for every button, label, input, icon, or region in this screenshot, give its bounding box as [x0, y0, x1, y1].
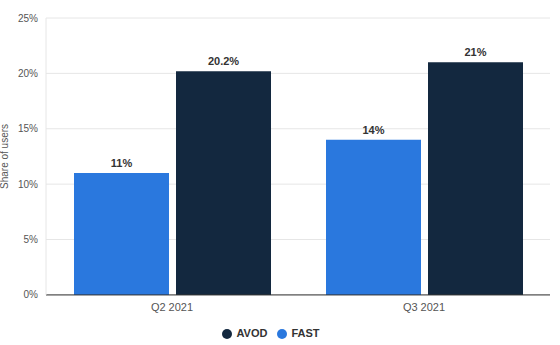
- svg-text:11%: 11%: [111, 157, 133, 169]
- svg-text:14%: 14%: [362, 124, 384, 136]
- svg-text:15%: 15%: [18, 123, 38, 134]
- html-text:FAST: FAST: [291, 326, 320, 339]
- svg-text:Q2 2021: Q2 2021: [151, 301, 193, 313]
- svg-text:20.2%: 20.2%: [208, 55, 239, 67]
- svg-text:Q3 2021: Q3 2021: [403, 301, 445, 313]
- svg-text:25%: 25%: [18, 13, 38, 24]
- svg-text:20%: 20%: [18, 68, 38, 79]
- svg-text:10%: 10%: [18, 179, 38, 190]
- svg-text:Share of users: Share of users: [8, 124, 10, 189]
- svg-text:21%: 21%: [464, 46, 486, 58]
- svg-text:5%: 5%: [24, 234, 39, 245]
- html-text:AVOD: AVOD: [236, 326, 268, 339]
- svg-text:0%: 0%: [24, 289, 39, 300]
